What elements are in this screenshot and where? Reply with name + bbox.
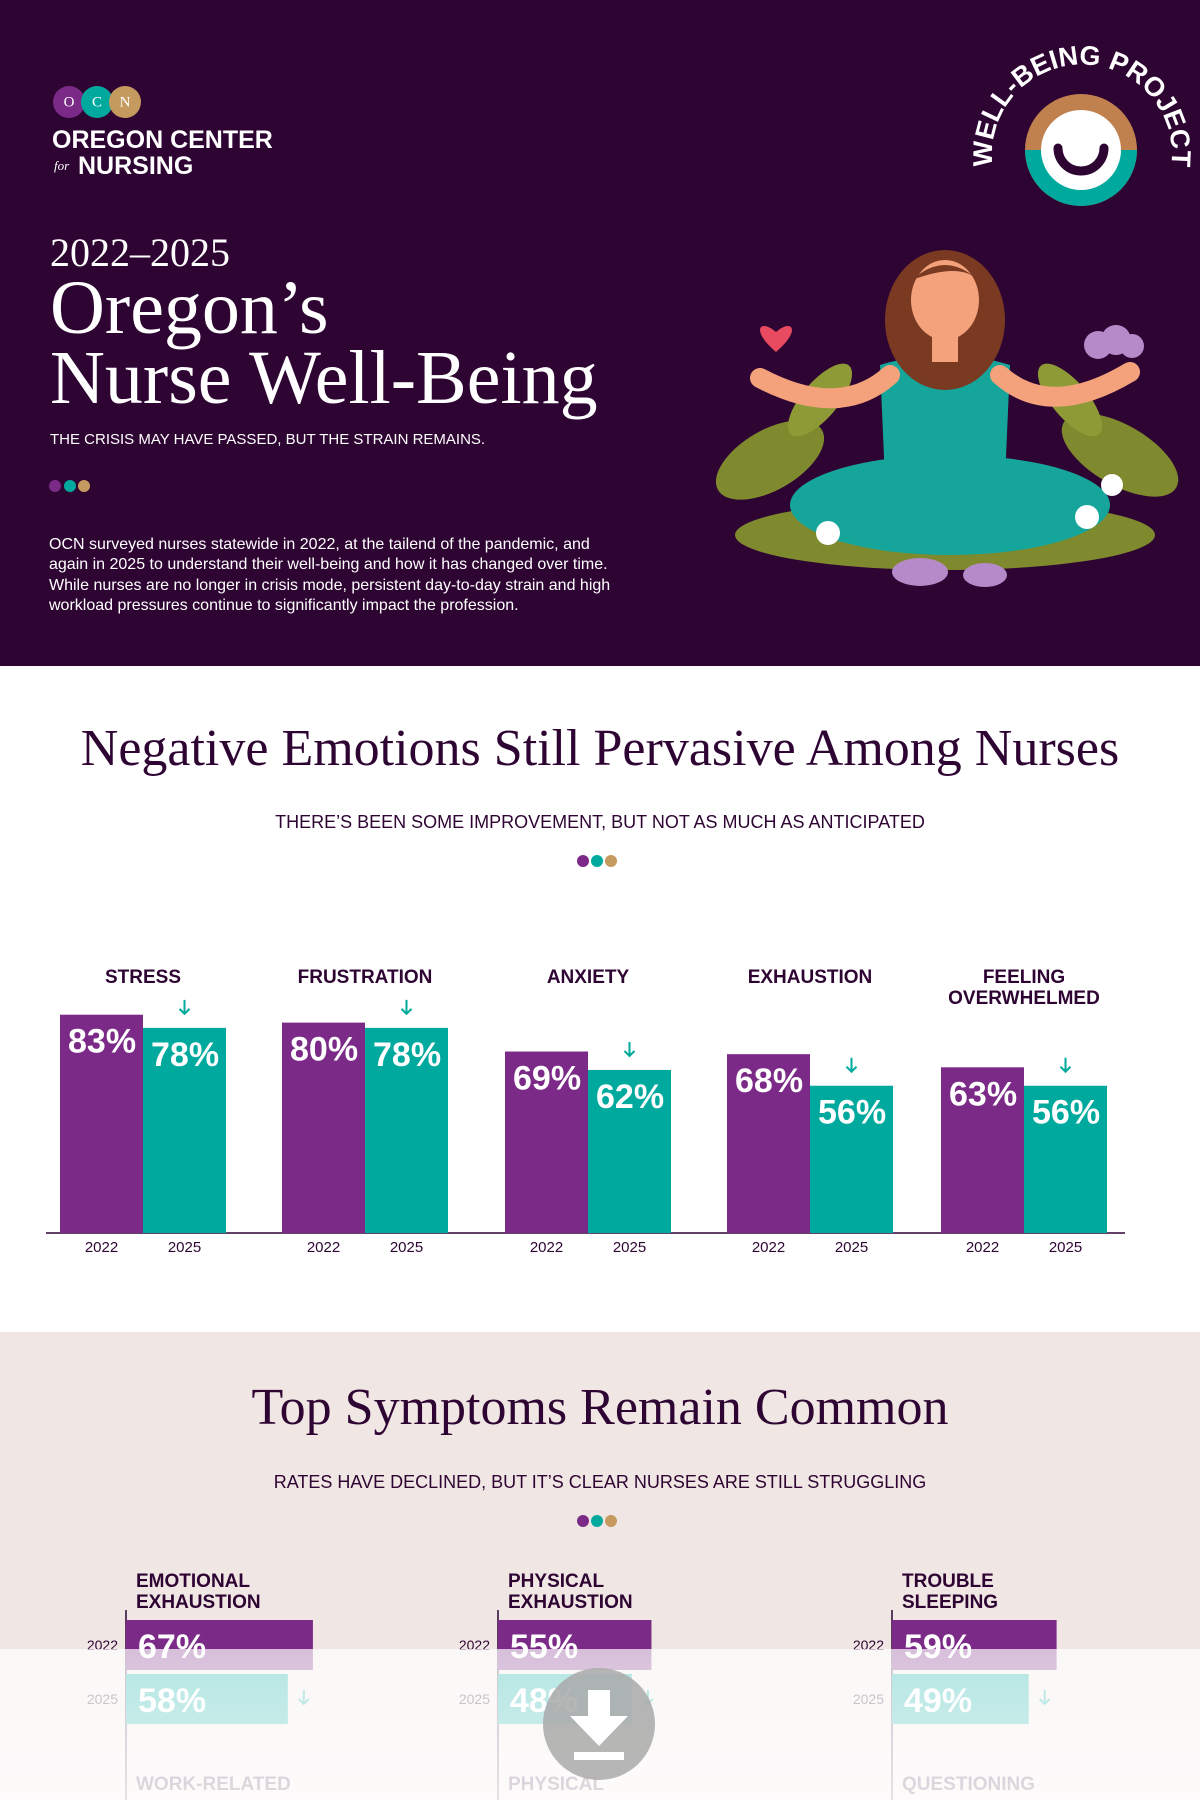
download-button[interactable] [543,1668,655,1780]
bar [282,1022,365,1233]
year-label: 2022 [752,1239,785,1256]
trend-arrow [1059,1057,1072,1074]
intro-line: OCN surveyed nurses statewide in 2022, a… [49,536,590,553]
year-label: 2022 [85,1239,118,1256]
bar [365,1027,448,1233]
value-label: 63% [949,1075,1017,1113]
logo-name: OREGON CENTER [52,126,273,154]
year-label: 2022 [530,1239,563,1256]
value-label: 56% [1032,1094,1100,1132]
dots [577,855,617,867]
title: Oregon’s [50,266,329,350]
category-label: EXHAUSTION [136,1592,261,1613]
intro-line: While nurses are no longer in crisis mod… [49,577,610,594]
trend-arrow [400,999,413,1016]
illustration [715,250,1179,587]
bar [505,1051,588,1233]
title: Nurse Well-Being [50,336,598,420]
category-label: TROUBLE [902,1571,994,1592]
value-label: 80% [290,1031,358,1069]
year-label: 2025 [613,1239,646,1256]
dots [577,1515,617,1527]
category-label: OVERWHELMED [948,988,1100,1009]
category-label: EXHAUSTION [748,967,873,988]
category-label: PHYSICAL [508,1571,604,1592]
bar [588,1069,671,1233]
intro-line: again in 2025 to understand their well-b… [49,556,608,573]
value-label: 83% [68,1023,136,1061]
logo-initial: N [120,94,131,110]
category-label: EMOTIONAL [136,1571,250,1592]
trend-arrow [845,1057,858,1074]
logo-dot [53,86,85,118]
category-label: SLEEPING [902,1592,998,1613]
year-label: 2025 [390,1239,423,1256]
tagline: THE CRISIS MAY HAVE PASSED, BUT THE STRA… [50,431,485,448]
value-label: 62% [596,1078,664,1116]
year-label: 2025 [168,1239,201,1256]
section-subtitle: RATES HAVE DECLINED, BUT IT’S CLEAR NURS… [274,1472,926,1492]
category-label: FEELING [983,967,1065,988]
intro-line: workload pressures continue to significa… [48,597,519,614]
bar [60,1014,143,1233]
bar [727,1054,810,1233]
bar [143,1027,226,1233]
category-label: EXHAUSTION [508,1592,633,1613]
value-label: 78% [151,1036,219,1074]
bar [1024,1085,1107,1233]
badge-inner [1041,110,1121,190]
year-label: 2022 [307,1239,340,1256]
bar [810,1085,893,1233]
year-label: 2025 [1049,1239,1082,1256]
logo-name: NURSING [78,152,193,180]
section-subtitle: THERE’S BEEN SOME IMPROVEMENT, BUT NOT A… [275,812,925,832]
section-title: Negative Emotions Still Pervasive Among … [81,720,1119,777]
logo-dot [81,86,113,118]
year-label: 2022 [966,1239,999,1256]
dots [49,480,90,492]
year-label: 2025 [835,1239,868,1256]
logo-initial: O [64,94,75,110]
years: 2022–2025 [50,230,230,275]
value-label: 56% [818,1094,886,1132]
value-label: 78% [373,1036,441,1074]
value-label: 68% [735,1062,803,1100]
trend-arrow [623,1041,636,1058]
value-label: 69% [513,1060,581,1098]
bar [941,1067,1024,1233]
logo-initial: C [92,94,102,110]
logo-dot [109,86,141,118]
section-title: Top Symptoms Remain Common [252,1379,949,1436]
category-label: ANXIETY [547,967,630,988]
logo-for: for [54,158,70,173]
trend-arrow [178,999,191,1016]
category-label: FRUSTRATION [298,967,433,988]
category-label: STRESS [105,967,181,988]
badge-smile [1053,143,1109,176]
